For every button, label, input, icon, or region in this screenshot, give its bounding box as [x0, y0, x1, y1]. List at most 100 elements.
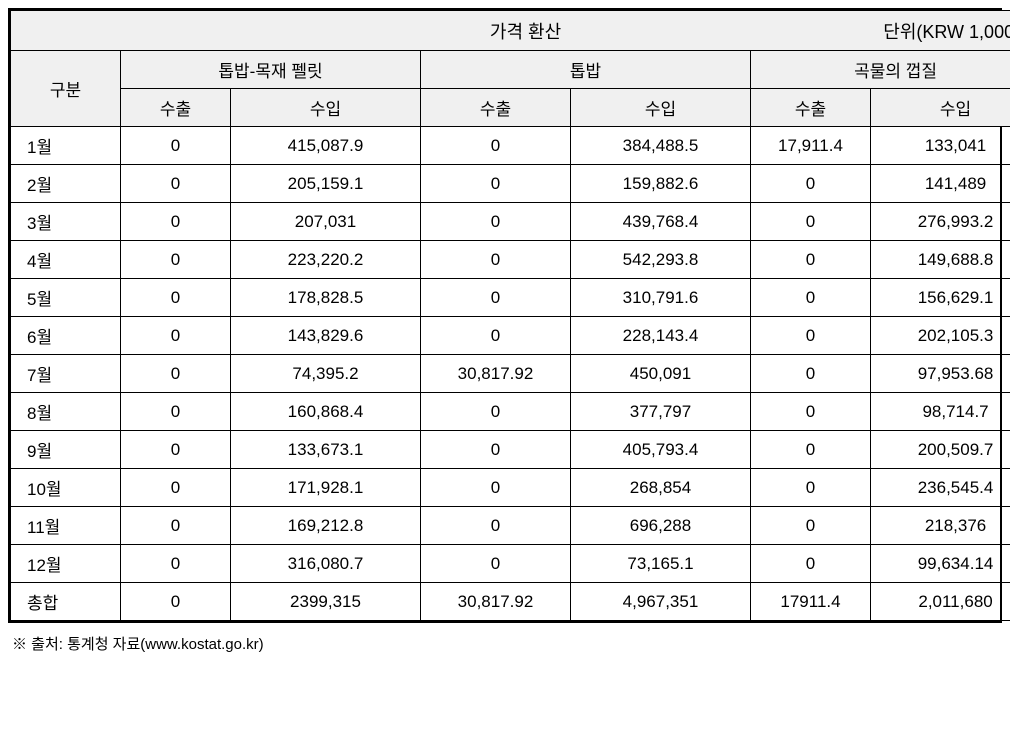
data-cell: 205,159.1: [231, 165, 421, 203]
data-cell: 236,545.4: [871, 469, 1010, 507]
data-cell: 0: [751, 279, 871, 317]
data-cell: 73,165.1: [571, 545, 751, 583]
data-cell: 17,911.4: [751, 127, 871, 165]
total-row: 총합 0 2399,315 30,817.92 4,967,351 17911.…: [11, 583, 1010, 621]
total-v4: 17911.4: [751, 583, 871, 621]
row-label: 5월: [11, 279, 121, 317]
data-cell: 0: [421, 203, 571, 241]
col-group-1: 톱밥: [421, 51, 751, 89]
data-cell: 0: [421, 545, 571, 583]
data-cell: 99,634.14: [871, 545, 1010, 583]
data-cell: 74,395.2: [231, 355, 421, 393]
table-row: 3월0207,0310439,768.40276,993.2: [11, 203, 1010, 241]
total-v0: 0: [121, 583, 231, 621]
table-row: 10월0171,928.10268,8540236,545.4: [11, 469, 1010, 507]
total-v3: 4,967,351: [571, 583, 751, 621]
table-row: 9월0133,673.10405,793.40200,509.7: [11, 431, 1010, 469]
data-cell: 0: [421, 507, 571, 545]
table-body: 1월0415,087.90384,488.517,911.4133,0412월0…: [11, 127, 1010, 583]
col-g2-export: 수출: [751, 89, 871, 127]
data-cell: 0: [121, 545, 231, 583]
data-cell: 0: [121, 431, 231, 469]
title-cell: 가격 환산 단위(KRW 1,000): [11, 11, 1010, 51]
data-cell: 450,091: [571, 355, 751, 393]
data-cell: 0: [751, 165, 871, 203]
data-cell: 97,953.68: [871, 355, 1010, 393]
data-cell: 0: [421, 393, 571, 431]
header-row-2: 수출 수입 수출 수입 수출 수입: [11, 89, 1010, 127]
data-cell: 0: [751, 241, 871, 279]
col-g1-export: 수출: [421, 89, 571, 127]
data-cell: 0: [121, 165, 231, 203]
data-cell: 141,489: [871, 165, 1010, 203]
data-cell: 696,288: [571, 507, 751, 545]
source-footnote: ※ 출처: 통계청 자료(www.kostat.go.kr): [8, 633, 1002, 654]
data-cell: 0: [121, 469, 231, 507]
data-cell: 0: [421, 165, 571, 203]
table-row: 5월0178,828.50310,791.60156,629.1: [11, 279, 1010, 317]
data-cell: 0: [121, 241, 231, 279]
data-cell: 0: [121, 355, 231, 393]
data-cell: 0: [751, 393, 871, 431]
data-cell: 0: [751, 431, 871, 469]
price-conversion-table: 가격 환산 단위(KRW 1,000) 구분 톱밥-목재 펠릿 톱밥 곡물의 껍…: [8, 8, 1002, 623]
data-cell: 0: [751, 317, 871, 355]
title-row: 가격 환산 단위(KRW 1,000): [11, 11, 1010, 51]
row-label: 11월: [11, 507, 121, 545]
data-cell: 310,791.6: [571, 279, 751, 317]
data-cell: 0: [421, 469, 571, 507]
data-cell: 268,854: [571, 469, 751, 507]
data-cell: 405,793.4: [571, 431, 751, 469]
data-cell: 0: [421, 279, 571, 317]
row-label: 12월: [11, 545, 121, 583]
col-category: 구분: [11, 51, 121, 127]
data-cell: 0: [421, 127, 571, 165]
table-title: 가격 환산: [19, 18, 1010, 44]
row-label: 2월: [11, 165, 121, 203]
table-row: 1월0415,087.90384,488.517,911.4133,041: [11, 127, 1010, 165]
col-g2-import: 수입: [871, 89, 1010, 127]
total-v1: 2399,315: [231, 583, 421, 621]
data-cell: 0: [121, 203, 231, 241]
data-cell: 30,817.92: [421, 355, 571, 393]
total-v5: 2,011,680: [871, 583, 1010, 621]
table-row: 6월0143,829.60228,143.40202,105.3: [11, 317, 1010, 355]
row-label: 3월: [11, 203, 121, 241]
data-cell: 384,488.5: [571, 127, 751, 165]
row-label: 7월: [11, 355, 121, 393]
data-cell: 0: [751, 355, 871, 393]
col-g0-import: 수입: [231, 89, 421, 127]
data-cell: 0: [751, 203, 871, 241]
data-cell: 439,768.4: [571, 203, 751, 241]
row-label: 8월: [11, 393, 121, 431]
data-cell: 0: [421, 317, 571, 355]
row-label: 10월: [11, 469, 121, 507]
table-row: 11월0169,212.80696,2880218,376: [11, 507, 1010, 545]
header-row-1: 구분 톱밥-목재 펠릿 톱밥 곡물의 껍질: [11, 51, 1010, 89]
data-cell: 0: [121, 127, 231, 165]
data-cell: 0: [751, 469, 871, 507]
data-cell: 218,376: [871, 507, 1010, 545]
data-cell: 200,509.7: [871, 431, 1010, 469]
data-cell: 0: [121, 393, 231, 431]
table-row: 12월0316,080.7073,165.1099,634.14: [11, 545, 1010, 583]
data-cell: 0: [751, 545, 871, 583]
table-row: 4월0223,220.20542,293.80149,688.8: [11, 241, 1010, 279]
row-label: 6월: [11, 317, 121, 355]
row-label: 9월: [11, 431, 121, 469]
data-cell: 149,688.8: [871, 241, 1010, 279]
row-label: 4월: [11, 241, 121, 279]
data-cell: 133,041: [871, 127, 1010, 165]
data-table: 가격 환산 단위(KRW 1,000) 구분 톱밥-목재 펠릿 톱밥 곡물의 껍…: [10, 10, 1010, 621]
data-cell: 169,212.8: [231, 507, 421, 545]
data-cell: 160,868.4: [231, 393, 421, 431]
data-cell: 415,087.9: [231, 127, 421, 165]
data-cell: 159,882.6: [571, 165, 751, 203]
data-cell: 156,629.1: [871, 279, 1010, 317]
col-g0-export: 수출: [121, 89, 231, 127]
data-cell: 0: [421, 431, 571, 469]
data-cell: 171,928.1: [231, 469, 421, 507]
data-cell: 316,080.7: [231, 545, 421, 583]
col-group-2: 곡물의 껍질: [751, 51, 1010, 89]
row-label: 1월: [11, 127, 121, 165]
